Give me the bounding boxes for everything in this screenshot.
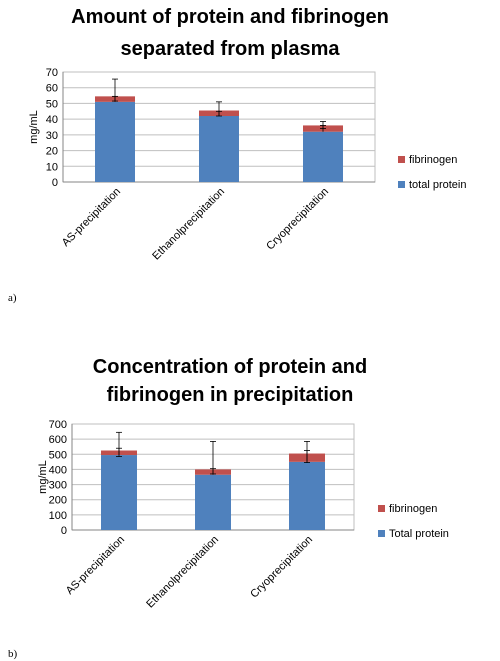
legend-label: Total protein [389, 528, 449, 540]
x-tick-label: Ethanolprecipitation [150, 186, 227, 263]
legend-swatch [398, 156, 405, 163]
y-tick-label: 700 [49, 419, 67, 431]
y-tick-label: 600 [49, 434, 67, 446]
x-tick-label: Cryoprecipitation [264, 186, 331, 253]
chart-b: Concentration of protein and fibrinogen … [0, 350, 500, 620]
y-tick-label: 30 [46, 130, 58, 142]
bar-total-protein [101, 455, 137, 530]
bar-total-protein [199, 116, 239, 182]
y-tick-label: 200 [49, 495, 67, 507]
y-tick-label: 500 [49, 449, 67, 461]
y-axis-label: mg/mL [28, 110, 40, 144]
chart-a: Amount of protein and fibrinogen separat… [0, 0, 500, 300]
panel-label: a) [8, 292, 17, 304]
y-axis-label: mg/mL [37, 460, 49, 494]
bar-total-protein [303, 132, 343, 182]
y-tick-label: 100 [49, 510, 67, 522]
chart-a-plot: 0 10 20 30 40 50 60 70 mg/mL AS-precipitation Etha… [0, 0, 500, 300]
x-tick-label: AS-precipitation [60, 186, 123, 249]
y-tick-label: 50 [46, 98, 58, 110]
bar-total-protein [289, 462, 325, 530]
legend-label: fibrinogen [389, 503, 437, 515]
y-tick-label: 0 [61, 525, 67, 537]
legend-label: fibrinogen [409, 154, 457, 166]
x-tick-label: Ethanolprecipitation [144, 534, 221, 611]
y-tick-label: 0 [52, 177, 58, 189]
bar-total-protein [95, 102, 135, 182]
x-tick-label: AS-precipitation [64, 534, 127, 597]
y-tick-label: 300 [49, 480, 67, 492]
y-tick-label: 60 [46, 83, 58, 95]
legend-swatch [378, 530, 385, 537]
legend-swatch [398, 181, 405, 188]
y-tick-label: 400 [49, 464, 67, 476]
legend-swatch [378, 505, 385, 512]
legend-label: total protein [409, 179, 466, 191]
y-tick-label: 20 [46, 146, 58, 158]
y-tick-label: 40 [46, 114, 58, 126]
x-tick-label: Cryoprecipitation [248, 534, 315, 601]
y-tick-label: 10 [46, 161, 58, 173]
panel-label: b) [8, 648, 17, 660]
bar-total-protein [195, 475, 231, 530]
y-tick-label: 70 [46, 67, 58, 79]
chart-b-plot: 0 100 200 300 400 500 600 700 mg/mL AS-precipitat… [0, 350, 500, 650]
